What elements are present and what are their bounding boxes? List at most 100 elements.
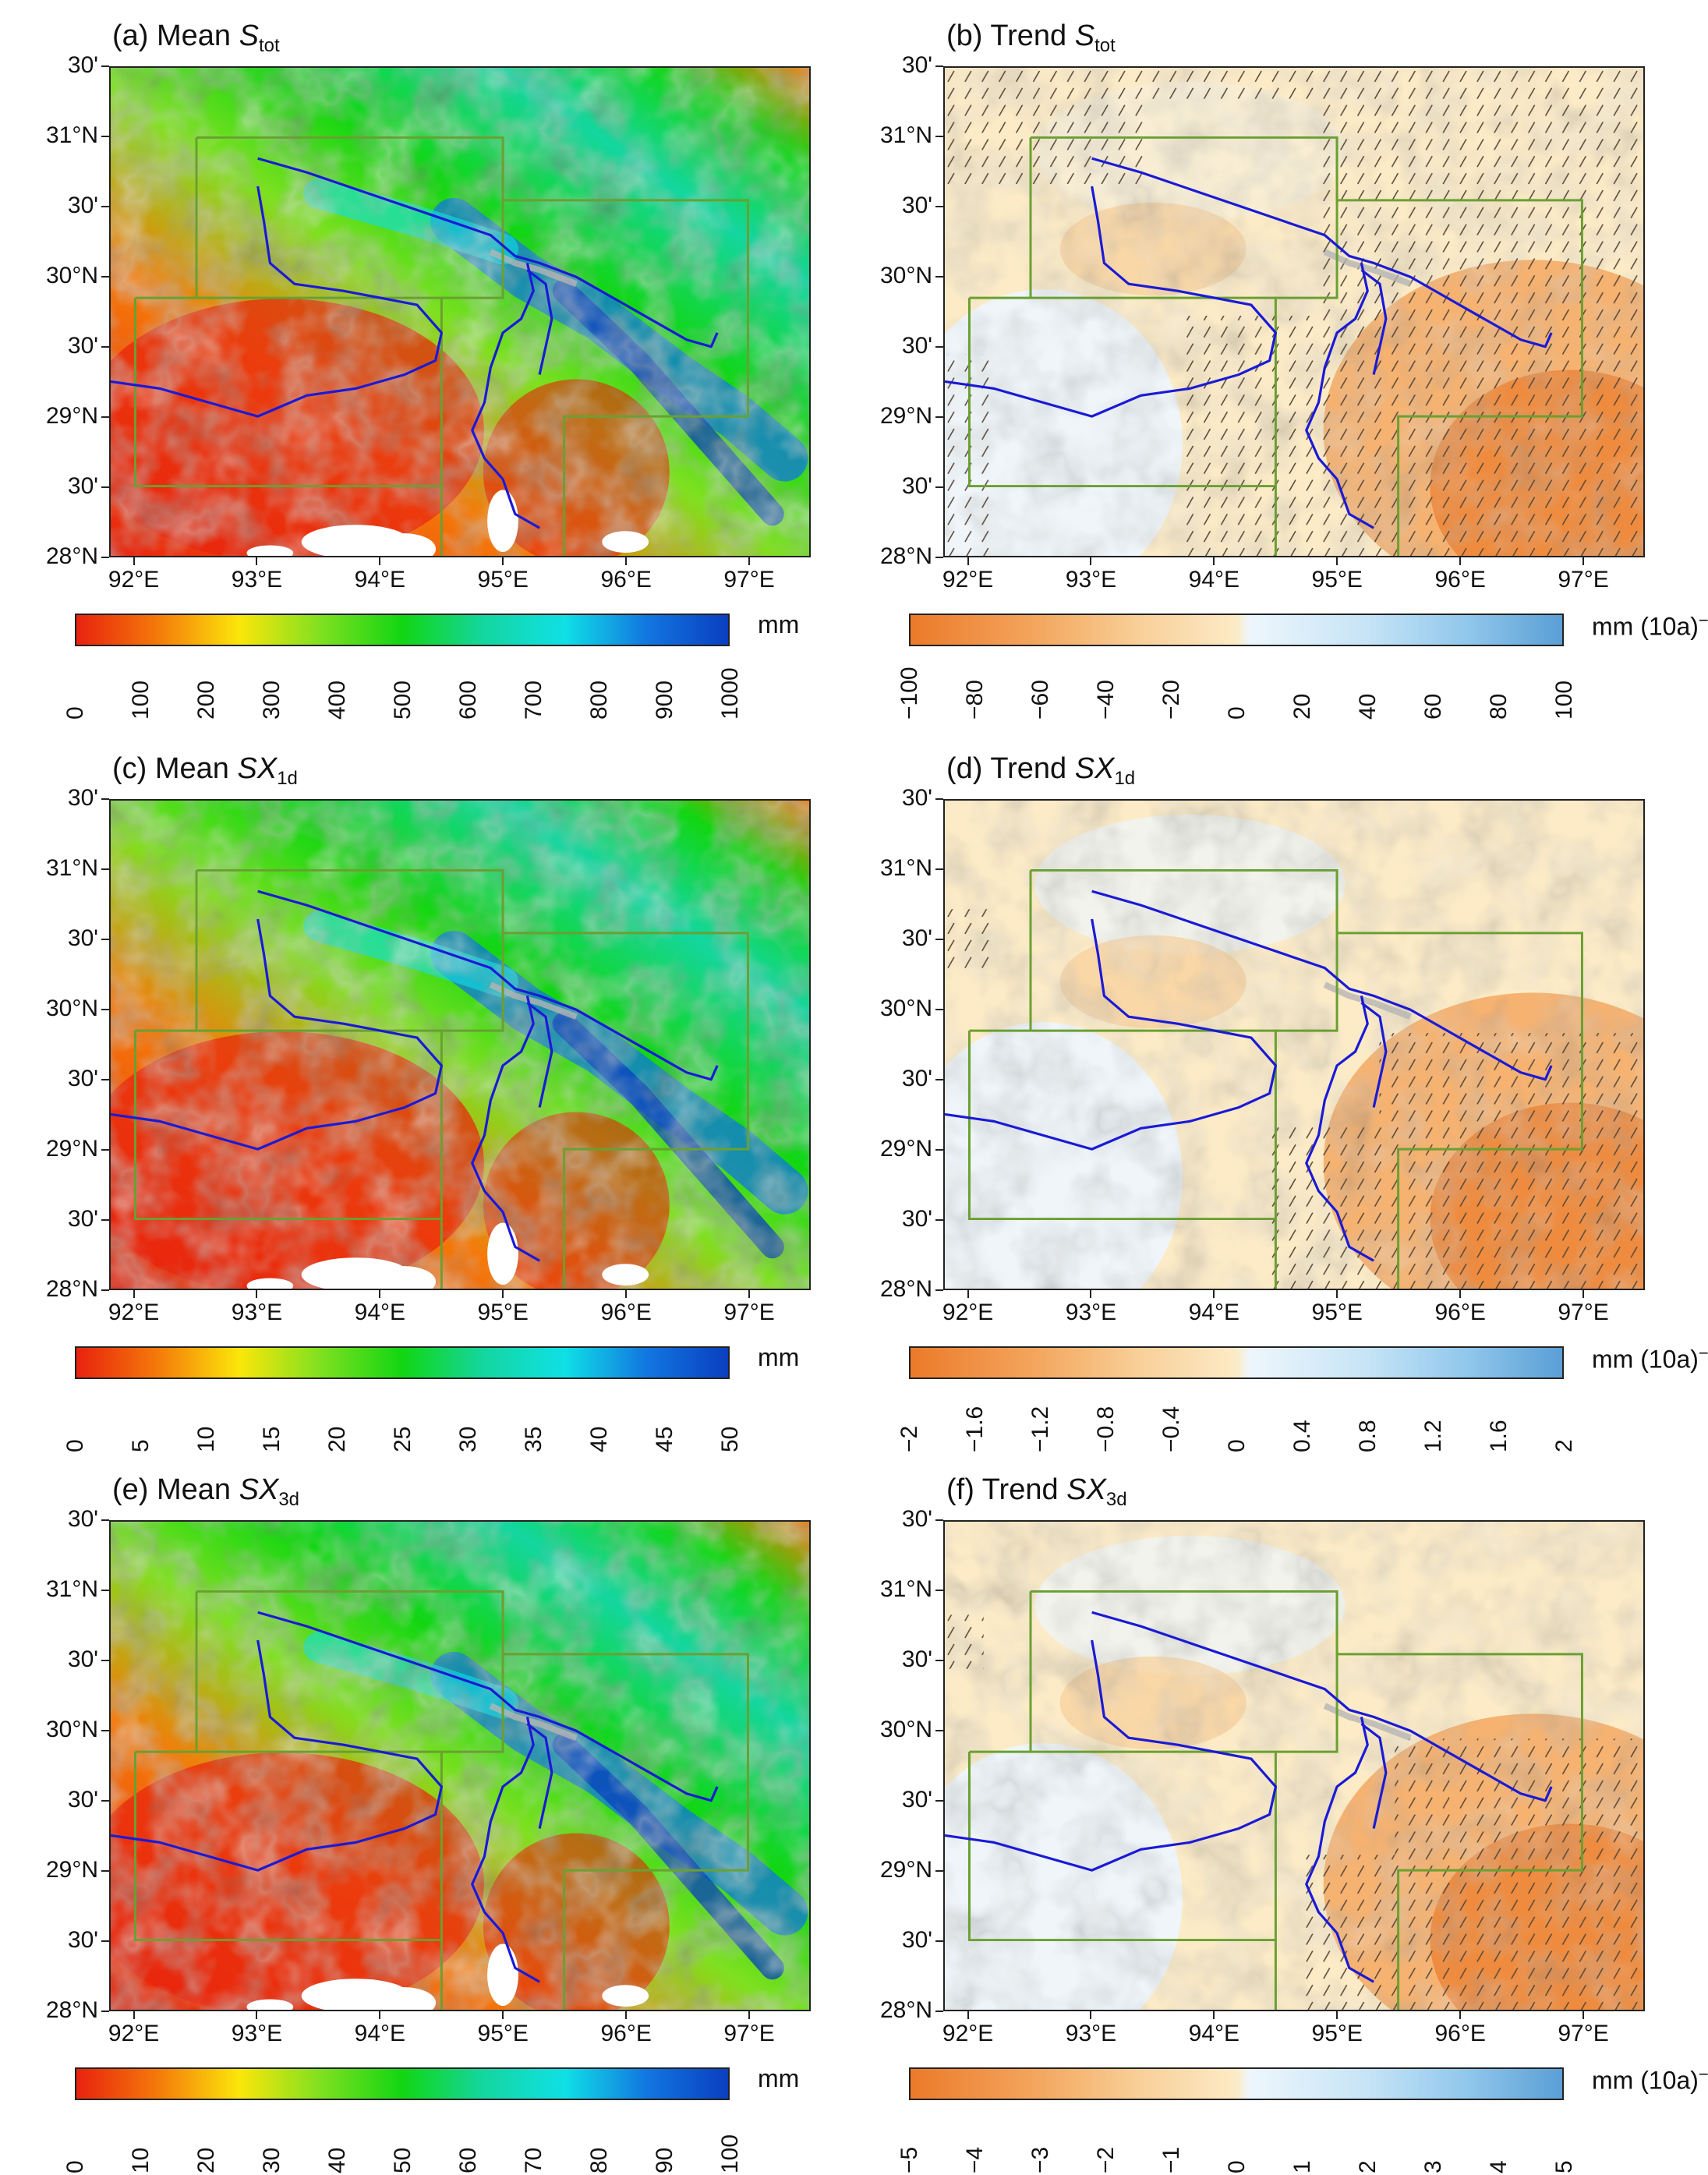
colorbar-tick-label: −1.2 [1027, 1406, 1053, 1452]
lat-tick-label: 30' [901, 925, 932, 951]
lat-tick-label: 28°N [45, 1997, 98, 2023]
lat-tick-label: 30' [67, 1066, 98, 1091]
lat-tick-label: 30°N [45, 996, 98, 1021]
colorbar-tick-label: 10 [128, 2147, 154, 2173]
lat-tick [935, 798, 943, 800]
river-line [945, 918, 1277, 1151]
colorbar-tick-label: 0 [1224, 2160, 1250, 2173]
colorbar-unit-text: mm (10a) [1592, 1345, 1699, 1374]
lat-tick [101, 1149, 109, 1151]
lon-tick [1090, 1290, 1092, 1298]
lon-tick [967, 1290, 969, 1298]
map-frame [943, 799, 1645, 1290]
colorbar [75, 2067, 730, 2100]
lat-tick-label: 30°N [45, 1717, 98, 1742]
no-data-patch [246, 545, 294, 556]
lat-tick [935, 1590, 943, 1591]
river-line [945, 186, 1277, 418]
lat-tick-label: 30' [67, 1646, 98, 1672]
lat-tick-label: 28°N [45, 1276, 98, 1302]
lon-tick-label: 93°E [231, 2021, 283, 2046]
subregion-box [967, 1752, 1276, 1942]
lat-tick-label: 30' [901, 473, 932, 499]
lat-tick [101, 939, 109, 940]
colorbar-tick-label: −2 [1093, 2146, 1119, 2173]
lat-tick [101, 1219, 109, 1221]
colorbar-unit: mm (10a)−1 [1592, 610, 1708, 642]
subregion-box [133, 1031, 442, 1221]
lon-tick [379, 2011, 381, 2019]
lat-tick [935, 486, 943, 488]
river-line [1360, 1723, 1388, 1829]
colorbar-tick-label: 2 [1551, 1439, 1577, 1452]
lat-tick [101, 1009, 109, 1010]
lat-tick-label: 29°N [45, 1857, 98, 1883]
lat-tick [101, 276, 109, 278]
lat-tick [935, 136, 943, 137]
panel-title-subscript: tot [258, 35, 280, 56]
river-line [1091, 157, 1553, 348]
lat-tick [935, 346, 943, 348]
lon-tick-label: 92°E [108, 2021, 160, 2046]
lat-tick-label: 30' [901, 1787, 932, 1812]
lon-tick-label: 93°E [1065, 2021, 1117, 2046]
lat-tick [935, 1800, 943, 1802]
lat-tick [935, 1870, 943, 1872]
map-mean [111, 801, 809, 1289]
lon-tick-label: 96°E [1434, 1300, 1486, 1325]
lat-tick [935, 1519, 943, 1521]
subregion-box [969, 1750, 1277, 2010]
panel-title: (d) Trend SX1d [946, 752, 1135, 790]
no-data-patch [373, 1266, 437, 1289]
panel-title-variable: SX [1074, 752, 1115, 785]
no-data-patch [487, 1222, 518, 1286]
lon-tick [133, 557, 135, 565]
no-data-patch [602, 531, 649, 553]
lon-tick-label: 95°E [1311, 567, 1363, 592]
lon-tick [625, 557, 628, 565]
colorbar-tick-label: −0.4 [1158, 1406, 1184, 1452]
lat-tick [935, 1219, 943, 1221]
lon-tick [1213, 557, 1215, 565]
colorbar-unit-text: mm [758, 1343, 800, 1371]
lat-tick-label: 30' [67, 193, 98, 218]
lat-tick-label: 30' [67, 925, 98, 951]
lon-tick-label: 97°E [1558, 567, 1609, 592]
lat-tick [101, 868, 109, 870]
colorbar-tick-label: 5 [1551, 2160, 1577, 2173]
colorbar-unit-text: mm (10a) [1592, 2066, 1699, 2095]
lat-tick-label: 29°N [879, 403, 932, 429]
lon-tick-label: 92°E [108, 567, 160, 592]
panel-title: (b) Trend Stot [946, 19, 1116, 57]
lat-tick [101, 136, 109, 137]
lat-tick [101, 557, 109, 558]
lon-tick [1582, 557, 1585, 565]
colorbar-tick-label: 1.6 [1486, 1420, 1512, 1452]
lat-tick-label: 30' [901, 52, 932, 78]
lat-tick-label: 30°N [879, 263, 932, 288]
subregion-box [1275, 1591, 1338, 1753]
lon-tick [967, 557, 969, 565]
lon-tick [1090, 2011, 1092, 2019]
subregion-box [441, 137, 504, 299]
panel-title-variable: SX [237, 752, 278, 785]
colorbar-tick-label: 400 [324, 680, 350, 720]
lat-tick-label: 30' [901, 1506, 932, 1532]
colorbar-tick-label: 0 [62, 1439, 88, 1452]
lat-tick [101, 416, 109, 418]
lat-tick [101, 1289, 109, 1291]
map-frame [943, 66, 1645, 557]
colorbar-unit-exponent: −1 [1698, 1343, 1708, 1363]
map-trend [945, 68, 1643, 556]
colorbar-tick-label: 700 [521, 680, 546, 720]
lon-tick [379, 1290, 381, 1298]
colorbar-tick-label: 0 [1224, 706, 1250, 720]
panel-title-variable: SX [239, 1473, 279, 1506]
lat-tick-label: 28°N [879, 543, 932, 569]
colorbar-unit: mm [758, 610, 799, 639]
colorbar-tick-label: 20 [193, 2147, 219, 2173]
lon-tick [256, 1290, 258, 1298]
lat-tick-label: 31°N [879, 122, 932, 148]
colorbar-tick-label: 1.2 [1420, 1420, 1446, 1452]
lon-tick-label: 95°E [1311, 2021, 1363, 2046]
